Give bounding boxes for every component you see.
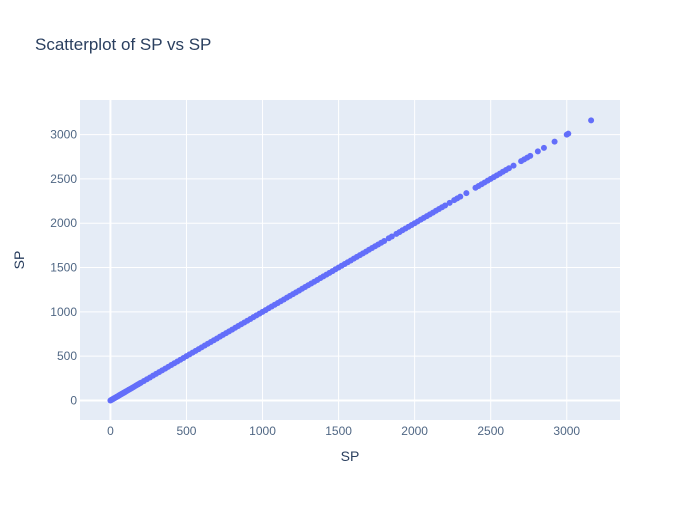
grid-lines xyxy=(80,100,620,420)
y-tick-label: 500 xyxy=(57,349,77,363)
y-tick-label: 2000 xyxy=(50,216,77,230)
tick-labels: 0 500 1000 1500 2000 2500 3000 0 500 1000 1500 2000… xyxy=(50,128,580,438)
data-point[interactable] xyxy=(527,152,534,159)
x-axis-label: SP xyxy=(341,448,360,464)
zero-lines xyxy=(80,100,620,420)
data-point[interactable] xyxy=(381,237,388,244)
x-tick-label: 1000 xyxy=(249,424,276,438)
data-point[interactable] xyxy=(510,162,517,169)
x-tick-label: 1500 xyxy=(325,424,352,438)
data-point[interactable] xyxy=(388,233,395,240)
data-points[interactable] xyxy=(107,117,595,404)
data-point[interactable] xyxy=(551,138,558,145)
x-tick-label: 3000 xyxy=(553,424,580,438)
data-point[interactable] xyxy=(442,202,449,209)
data-point[interactable] xyxy=(463,190,470,197)
y-tick-label: 2500 xyxy=(50,172,77,186)
y-tick-label: 1000 xyxy=(50,305,77,319)
data-point[interactable] xyxy=(505,165,512,172)
x-tick-label: 0 xyxy=(107,424,114,438)
y-tick-label: 3000 xyxy=(50,128,77,142)
chart-title: Scatterplot of SP vs SP xyxy=(35,35,211,54)
y-tick-label: 1500 xyxy=(50,261,77,275)
y-axis-label: SP xyxy=(11,251,27,270)
x-tick-label: 2500 xyxy=(477,424,504,438)
x-tick-label: 2000 xyxy=(401,424,428,438)
data-point[interactable] xyxy=(446,199,453,206)
data-point[interactable] xyxy=(565,130,572,137)
data-point[interactable] xyxy=(457,193,464,200)
data-point[interactable] xyxy=(534,148,541,155)
data-point[interactable] xyxy=(540,144,547,151)
y-tick-label: 0 xyxy=(70,393,77,407)
data-point[interactable] xyxy=(588,117,595,124)
x-tick-label: 500 xyxy=(176,424,196,438)
